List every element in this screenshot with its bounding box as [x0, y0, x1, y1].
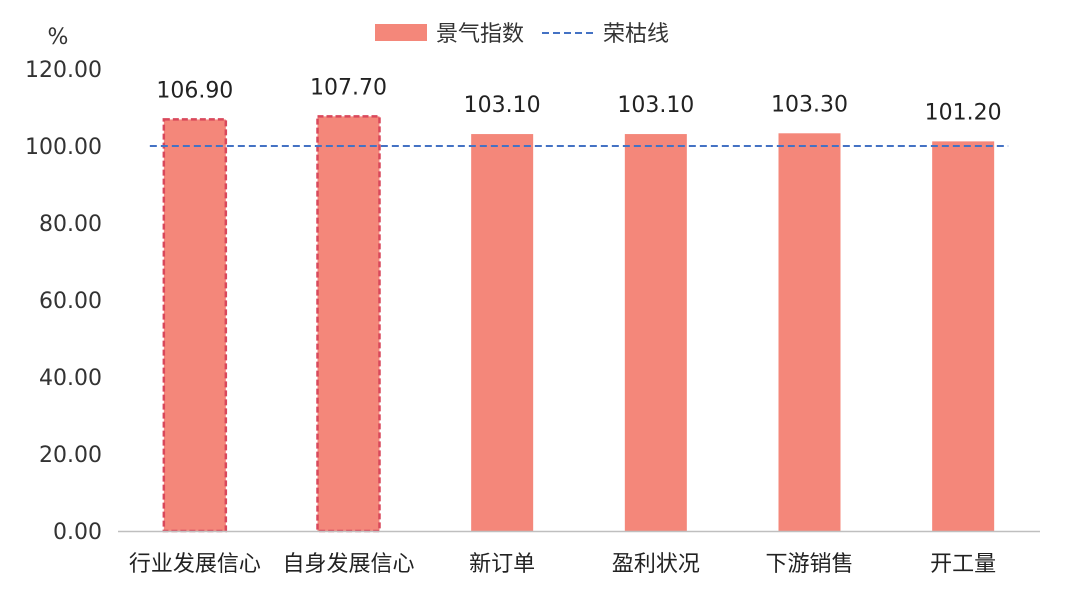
y-tick-label: 20.00	[39, 443, 102, 468]
data-label: 103.10	[617, 93, 694, 118]
bar	[471, 134, 534, 531]
y-tick-label: 80.00	[39, 212, 102, 237]
x-tick-label: 盈利状况	[612, 552, 700, 577]
legend-swatch-bar	[375, 24, 427, 41]
x-axis-labels: 行业发展信心 自身发展信心 新订单 盈利状况 下游销售 开工量	[129, 552, 996, 577]
data-label: 101.20	[925, 100, 1002, 125]
data-label: 103.30	[771, 92, 848, 117]
data-labels: 106.90 107.70 103.10 103.10 103.30 101.20	[156, 75, 1001, 125]
y-tick-label: 40.00	[39, 366, 102, 391]
x-tick-label: 自身发展信心	[282, 552, 414, 577]
bar	[162, 118, 228, 533]
bar	[932, 141, 995, 531]
y-axis-unit: %	[48, 25, 69, 50]
x-tick-label: 行业发展信心	[129, 552, 261, 577]
bar	[624, 134, 687, 531]
data-label: 106.90	[156, 78, 233, 103]
data-label: 103.10	[464, 93, 541, 118]
legend-label-line: 荣枯线	[603, 22, 669, 47]
x-tick-label: 新订单	[469, 552, 535, 577]
y-tick-label: 0.00	[53, 520, 102, 545]
y-tick-label: 100.00	[25, 135, 102, 160]
data-label: 107.70	[310, 75, 387, 100]
legend: 景气指数 荣枯线	[375, 22, 669, 47]
bar	[778, 133, 841, 532]
y-axis-ticks: 0.00 20.00 40.00 60.00 80.00 100.00 120.00	[25, 58, 102, 545]
x-tick-label: 开工量	[930, 552, 996, 577]
legend-label-bar: 景气指数	[436, 22, 524, 47]
y-tick-label: 120.00	[25, 58, 102, 83]
x-tick-label: 下游销售	[765, 552, 853, 577]
bar	[316, 115, 381, 533]
bars	[162, 115, 995, 533]
y-tick-label: 60.00	[39, 289, 102, 314]
